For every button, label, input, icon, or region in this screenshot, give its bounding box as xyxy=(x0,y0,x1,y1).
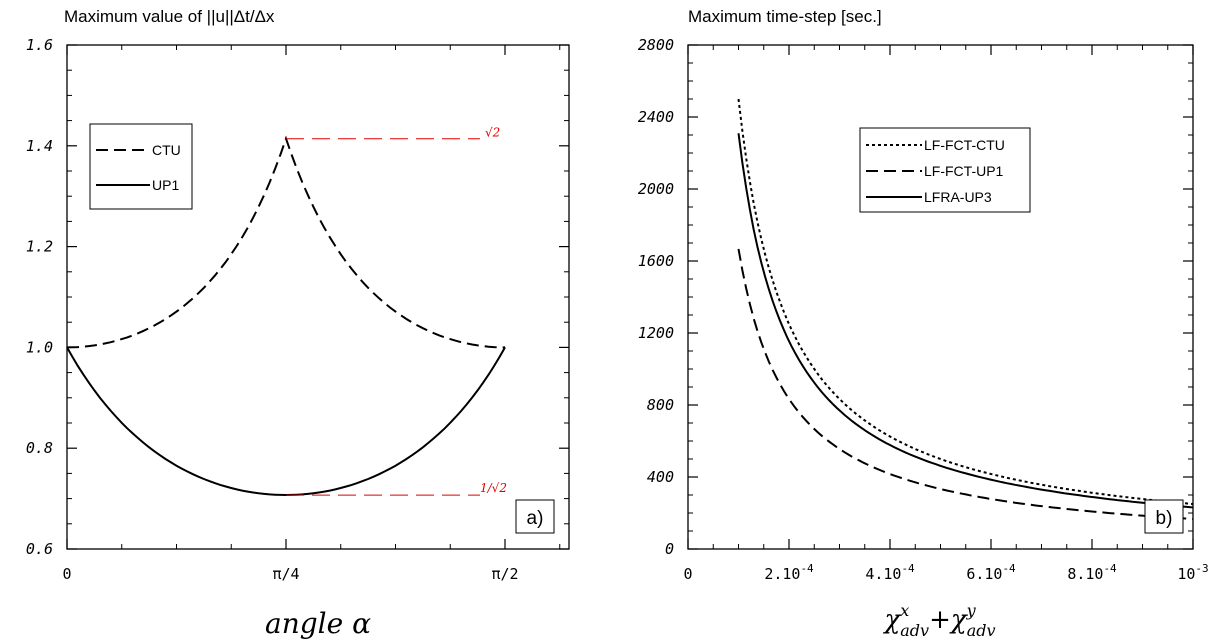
chart-a-panel-label: a) xyxy=(527,508,544,529)
chart-a-xtick-label: π/4 xyxy=(272,565,299,583)
chart-b-ytick-label: 2400 xyxy=(638,108,674,126)
chart-a-ytick-label: 1.6 xyxy=(26,36,53,54)
chart-b-panel-label-box xyxy=(1144,499,1184,534)
chart-b-frame xyxy=(687,44,1194,550)
chart-a-annotation-inv-sqrt2: 1/√2 xyxy=(480,481,507,495)
chart-a-panel-label-box xyxy=(515,499,555,534)
chart-a-ytick-label: 0.8 xyxy=(26,439,53,457)
chart-a-ytick-label: 1.4 xyxy=(26,137,53,155)
chart-b-ytick-label: 1200 xyxy=(638,324,674,342)
chart-b-ytick-label: 2000 xyxy=(638,180,674,198)
chart-a-series-up1 xyxy=(66,346,506,497)
chart-a-legend-box xyxy=(89,123,193,210)
chart-a-ytick-label: 1.0 xyxy=(26,338,53,356)
chart-a-annotation-sqrt2: √2 xyxy=(485,126,500,140)
chart-b-series-lf-fct-up1 xyxy=(737,248,1194,520)
chart-b-xtick-label: 8.10-4 xyxy=(1067,562,1117,583)
chart-b-title: Maximum time-step [sec.] xyxy=(688,7,882,26)
chart-b-ytick-label: 400 xyxy=(647,468,674,486)
chart-a-legend-label: UP1 xyxy=(152,177,179,193)
chart-b-series-lfra-up3 xyxy=(737,133,1194,509)
chart-b-ytick-label: 0 xyxy=(665,540,674,558)
chart-b-xtick-label: 2.10-4 xyxy=(764,562,814,583)
chart-b-xtick-label: 0 xyxy=(683,565,692,583)
chart-b-legend-label: LFRA-UP3 xyxy=(924,189,992,205)
chart-b-legend-label: LF-FCT-UP1 xyxy=(924,163,1004,179)
chart-a-frame xyxy=(66,44,570,550)
chart-b-xtick-label: 4.10-4 xyxy=(865,562,915,583)
chart-a-title: Maximum value of ||u||Δt/Δx xyxy=(64,7,275,26)
chart-a-xtick-label: 0 xyxy=(62,565,71,583)
chart-a-legend-label: CTU xyxy=(152,142,181,158)
chart-b-xtick-label: 6.10-4 xyxy=(966,562,1016,583)
chart-b-xtick-label: 10-3 xyxy=(1177,562,1208,583)
chart-b-panel-label: b) xyxy=(1156,508,1173,529)
chart-b: 0 400 800 1200 1600 2000 2400 2800 0 2.10-4 4.10-4… xyxy=(638,36,1209,640)
chart-a: 0.6 0.8 1.0 1.2 1.4 1.6 0 π/4 π/2 √2 1/√2 CTU UP1 a) a… xyxy=(26,36,570,640)
chart-b-legend-label: LF-FCT-CTU xyxy=(924,137,1005,153)
chart-a-ytick-label: 1.2 xyxy=(26,238,53,256)
chart-b-xlabel: χx adv+χy adv xyxy=(882,601,995,640)
chart-b-ytick-label: 1600 xyxy=(638,252,674,270)
chart-a-xtick-label: π/2 xyxy=(491,565,518,583)
chart-a-ytick-label: 0.6 xyxy=(26,540,53,558)
chart-a-xlabel: angle α xyxy=(265,607,371,640)
chart-b-ytick-label: 2800 xyxy=(638,36,674,54)
chart-b-series-lf-fct-ctu xyxy=(737,98,1194,505)
chart-b-ytick-label: 800 xyxy=(647,396,674,414)
